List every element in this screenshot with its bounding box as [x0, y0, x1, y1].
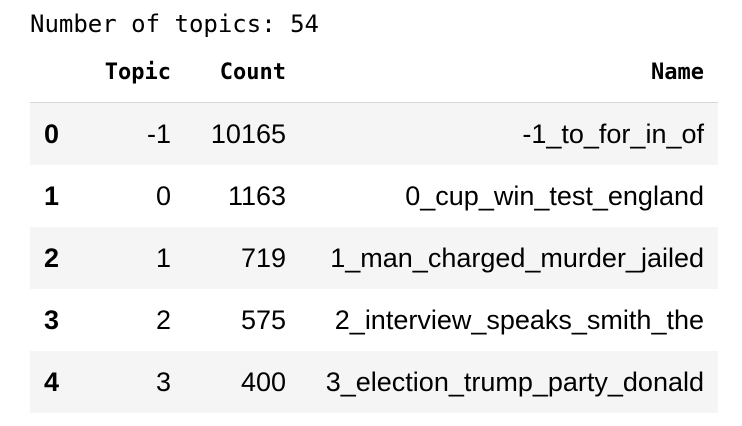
row-index: 2 [44, 242, 60, 273]
name-cell: -1_to_for_in_of [522, 118, 704, 149]
topic-column-header: Topic [88, 42, 185, 103]
topic-cell: 3 [155, 366, 171, 397]
count-cell: 1163 [227, 180, 286, 211]
dataframe-output: Topic Count Name 0 -1 10165 -1_to_for_in… [30, 42, 718, 413]
topic-count-output: Number of topics: 54 [30, 10, 319, 38]
count-cell: 400 [240, 366, 286, 397]
row-index: 1 [44, 180, 60, 211]
row-index: 4 [44, 366, 60, 397]
index-header [30, 42, 88, 103]
name-column-header: Name [300, 42, 718, 103]
name-cell: 0_cup_win_test_england [405, 180, 704, 211]
table-header-row: Topic Count Name [30, 42, 718, 103]
row-index: 0 [44, 118, 60, 149]
count-cell: 719 [240, 242, 286, 273]
topic-cell: 0 [155, 180, 171, 211]
count-column-header: Count [185, 42, 300, 103]
name-cell: 2_interview_speaks_smith_the [334, 304, 704, 335]
name-cell: 1_man_charged_murder_jailed [330, 242, 704, 273]
topics-table: Topic Count Name 0 -1 10165 -1_to_for_in… [30, 42, 718, 413]
table-row: 3 2 575 2_interview_speaks_smith_the [30, 289, 718, 351]
table-row: 1 0 1163 0_cup_win_test_england [30, 165, 718, 227]
topic-cell: -1 [146, 118, 171, 149]
topic-cell: 1 [155, 242, 171, 273]
table-row: 2 1 719 1_man_charged_murder_jailed [30, 227, 718, 289]
topic-cell: 2 [155, 304, 171, 335]
count-cell: 575 [240, 304, 286, 335]
count-cell: 10165 [210, 118, 286, 149]
table-row: 4 3 400 3_election_trump_party_donald [30, 351, 718, 413]
table-row: 0 -1 10165 -1_to_for_in_of [30, 102, 718, 165]
name-cell: 3_election_trump_party_donald [325, 366, 704, 397]
row-index: 3 [44, 304, 60, 335]
